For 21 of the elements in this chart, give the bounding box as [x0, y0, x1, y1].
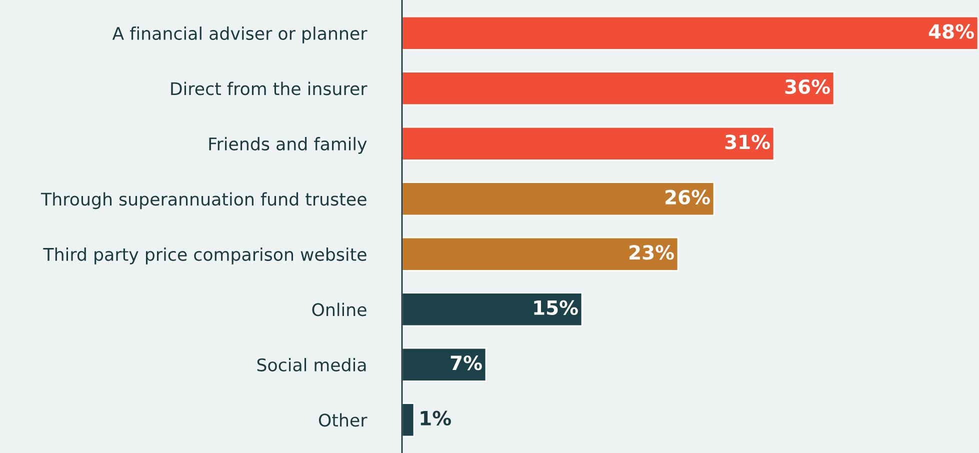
y-tick-label: Online — [312, 302, 366, 316]
y-tick-label: Social media — [257, 358, 366, 372]
bar — [402, 71, 835, 106]
bar — [402, 182, 715, 216]
data-label: 1% — [420, 410, 451, 426]
bar — [402, 236, 679, 272]
y-tick-label: Third party price comparison website — [43, 248, 366, 264]
data-label: 15% — [534, 300, 578, 316]
y-tick-label: Through superannuation fund trustee — [40, 192, 366, 210]
y-tick-label: Friends and family — [209, 137, 367, 154]
y-tick-label: A financial adviser or planner — [112, 26, 368, 44]
y-tick-label: Direct from the insurer — [171, 82, 368, 96]
bar — [402, 126, 775, 161]
data-label: 23% — [630, 245, 674, 260]
data-label: 7% — [450, 356, 482, 370]
data-label: 48% — [928, 24, 974, 39]
y-tick-label: Other — [318, 413, 368, 427]
data-label: 31% — [725, 134, 770, 150]
data-label: 36% — [785, 79, 830, 94]
bar — [402, 16, 978, 50]
data-label: 26% — [666, 190, 710, 205]
